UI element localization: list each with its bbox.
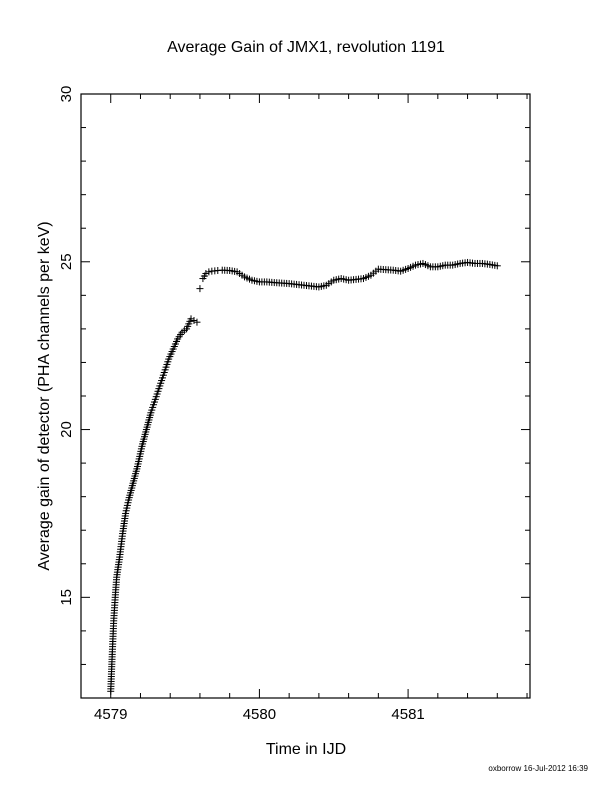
data-point [202,270,210,278]
y-tick-label: 30 [58,86,75,103]
x-axis-ticks: 4579 4580 4581 [80,94,528,723]
x-tick-label: 4579 [94,706,127,723]
x-tick-label: 4581 [391,706,424,723]
footer-credit: oxborrow 16-Jul-2012 16:39 [488,764,588,773]
data-point [187,315,195,323]
data-point [193,318,201,326]
plot-frame [80,93,531,699]
chart-title: Average Gain of JMX1, revolution 1191 [167,39,445,56]
x-axis-label: Time in IJD [266,741,346,758]
y-tick-label: 25 [58,253,75,270]
data-point [196,285,204,293]
data-point [190,317,198,324]
y-axis-ticks: 15 20 25 30 [58,86,530,699]
x-tick-label: 4580 [243,706,276,723]
y-tick-label: 20 [58,421,75,438]
data-points [107,258,501,695]
y-tick-label: 15 [58,589,75,606]
y-axis-label: Average gain of detector (PHA channels p… [36,221,53,570]
data-point [205,268,213,276]
data-point [493,262,501,270]
